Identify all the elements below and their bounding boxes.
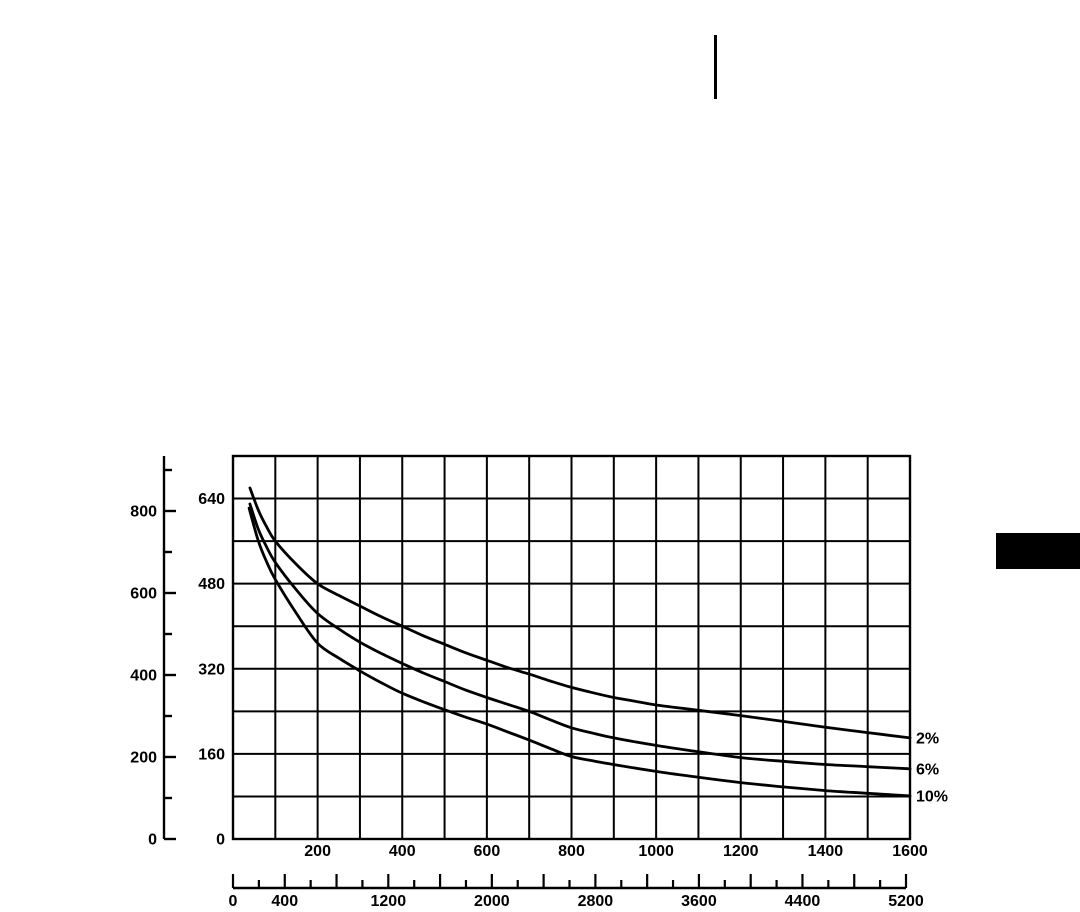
y-axis-tick-label: 160: [198, 746, 225, 763]
outer-y-axis-tick-label: 800: [130, 504, 157, 521]
ruler-tick-label: 5200: [888, 893, 924, 910]
top-divider-line: [714, 35, 717, 99]
y-axis-tick-label: 640: [198, 491, 225, 508]
x-axis-tick-label: 1200: [723, 843, 759, 860]
curve-label: 6%: [916, 761, 939, 778]
x-axis-tick-label: 1400: [808, 843, 844, 860]
y-axis-tick-label: 320: [198, 661, 225, 678]
outer-y-axis-tick-label: 600: [130, 586, 157, 603]
x-axis-tick-label: 1000: [638, 843, 674, 860]
outer-y-axis-tick-label: 400: [130, 668, 157, 685]
curve-2pct: [248, 486, 912, 740]
x-axis-tick-label: 800: [558, 843, 585, 860]
section-marker-bar: [996, 533, 1080, 569]
outer-y-axis-tick-label: 200: [130, 750, 157, 767]
x-axis-tick-label: 600: [474, 843, 501, 860]
x-axis-tick-label: 400: [389, 843, 416, 860]
outer-y-axis-tick-label: 0: [148, 832, 157, 849]
ruler-tick-label: 400: [271, 893, 298, 910]
curve-label: 10%: [916, 788, 948, 805]
ruler-tick-label: 4400: [785, 893, 821, 910]
ruler-tick-label: 3600: [681, 893, 717, 910]
ruler-tick-label: 0: [229, 893, 238, 910]
x-axis-tick-label: 200: [304, 843, 331, 860]
ruler-tick-label: 2800: [578, 893, 614, 910]
curve-6pct: [248, 502, 912, 771]
curve-label: 2%: [916, 730, 939, 747]
x-axis-tick-label: 1600: [892, 843, 928, 860]
ruler-tick-label: 1200: [371, 893, 407, 910]
y-axis-tick-label: 480: [198, 576, 225, 593]
curve-10pct: [247, 506, 912, 798]
y-axis-tick-label: 0: [216, 832, 225, 849]
plot-border: [231, 454, 912, 841]
ruler-tick-label: 2000: [474, 893, 510, 910]
